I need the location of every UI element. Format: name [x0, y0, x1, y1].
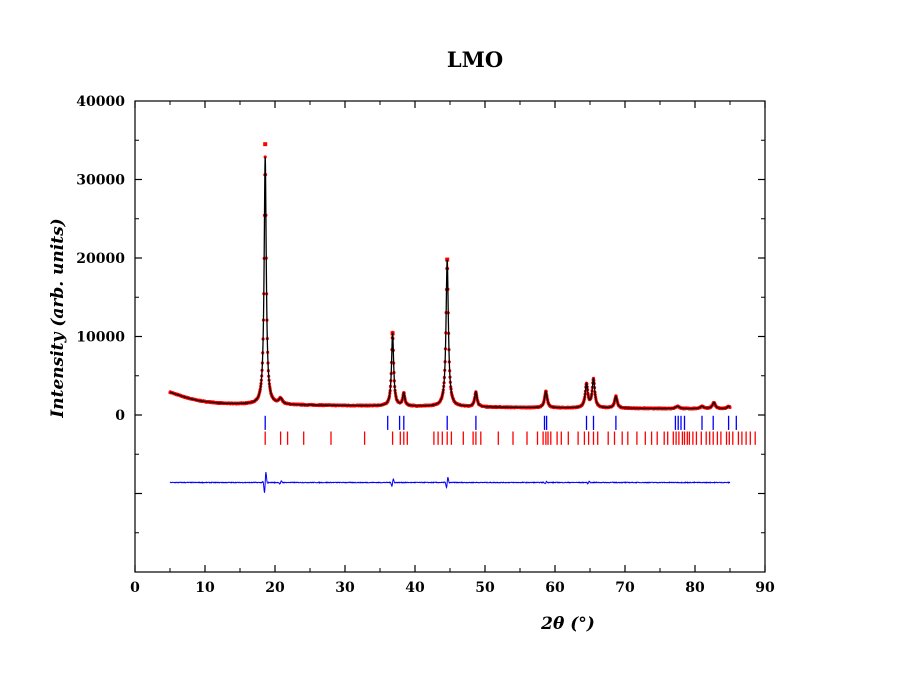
x-axis-label: 2θ (°)	[540, 614, 595, 634]
observed-point	[263, 142, 268, 147]
x-tick-labels: 0 10 20 30 40 50 60 70 80 90	[130, 580, 775, 596]
reflection-marker-row	[264, 431, 756, 445]
x-tick-label: 80	[685, 580, 705, 596]
series-layer	[168, 142, 756, 493]
chart-title: LMO	[447, 47, 503, 72]
y-tick-labels: 0 10000 20000 30000 40000	[76, 94, 125, 424]
x-tick-label: 70	[615, 580, 635, 596]
x-tick-label: 20	[265, 580, 285, 596]
ticks-layer	[134, 101, 766, 572]
x-tick-label: 40	[405, 580, 425, 596]
calculated-series	[169, 157, 731, 410]
x-tick-label: 60	[545, 580, 565, 596]
y-tick-label: 30000	[76, 173, 125, 189]
y-axis-label: Intensity (arb. units)	[48, 218, 68, 418]
y-tick-label: 0	[115, 408, 125, 424]
x-tick-label: 50	[475, 580, 495, 596]
observed-point	[445, 257, 450, 262]
y-tick-label: 20000	[76, 251, 125, 267]
y-tick-label: 10000	[76, 330, 125, 346]
x-tick-label: 10	[195, 580, 215, 596]
x-tick-label: 30	[335, 580, 355, 596]
plot-area	[134, 100, 766, 573]
difference-series	[169, 471, 731, 493]
reflection-marker-row	[264, 415, 737, 430]
y-tick-label: 40000	[76, 94, 125, 110]
x-tick-label: 0	[130, 580, 140, 596]
x-tick-label: 90	[755, 580, 775, 596]
observed-point	[263, 155, 267, 159]
plot-frame	[134, 100, 766, 573]
